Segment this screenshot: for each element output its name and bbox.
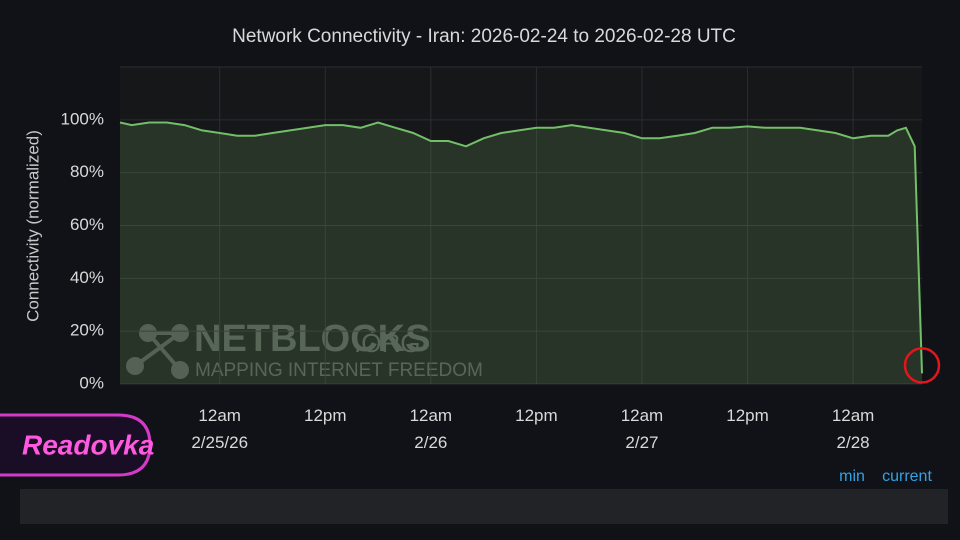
x-tick-label: 12am 2/25/26 <box>191 406 249 452</box>
y-tick-label: 80% <box>70 162 104 181</box>
x-tick-label: 12pm <box>303 406 347 425</box>
logo-text: Readovka <box>22 429 154 460</box>
x-tick-label: 12pm <box>726 406 769 425</box>
watermark-brand: NETBLOCKS <box>194 318 430 360</box>
y-tick-label: 20% <box>70 321 104 340</box>
highlight-circle <box>903 347 941 384</box>
area <box>120 122 922 384</box>
y-tick-label: 100% <box>61 109 104 128</box>
y-tick-label: 40% <box>70 268 104 287</box>
chart-title: Network Connectivity - Iran: 2026-02-24 … <box>232 26 736 47</box>
x-tick-label: 12am 2/26 <box>409 406 453 452</box>
x-tick-label: 12pm <box>515 406 558 425</box>
y-axis-label: Connectivity (normalized) <box>23 130 42 322</box>
stat-header: min <box>839 468 865 485</box>
watermark-domain: .ORG <box>354 328 420 358</box>
stat-header: current <box>882 468 932 485</box>
x-tick-label: 12am 2/27 <box>620 406 664 452</box>
watermark: NETBLOCKS .ORG MAPPING INTERNET FREEDOM <box>126 318 483 381</box>
x-tick-label: 12am 2/28 <box>831 406 875 452</box>
line <box>119 121 923 374</box>
legend <box>20 489 948 524</box>
logo: Readovka <box>0 413 154 477</box>
y-tick-label: 0% <box>79 373 104 392</box>
y-tick-label: 60% <box>70 215 104 234</box>
watermark-tagline: MAPPING INTERNET FREEDOM <box>195 360 483 381</box>
